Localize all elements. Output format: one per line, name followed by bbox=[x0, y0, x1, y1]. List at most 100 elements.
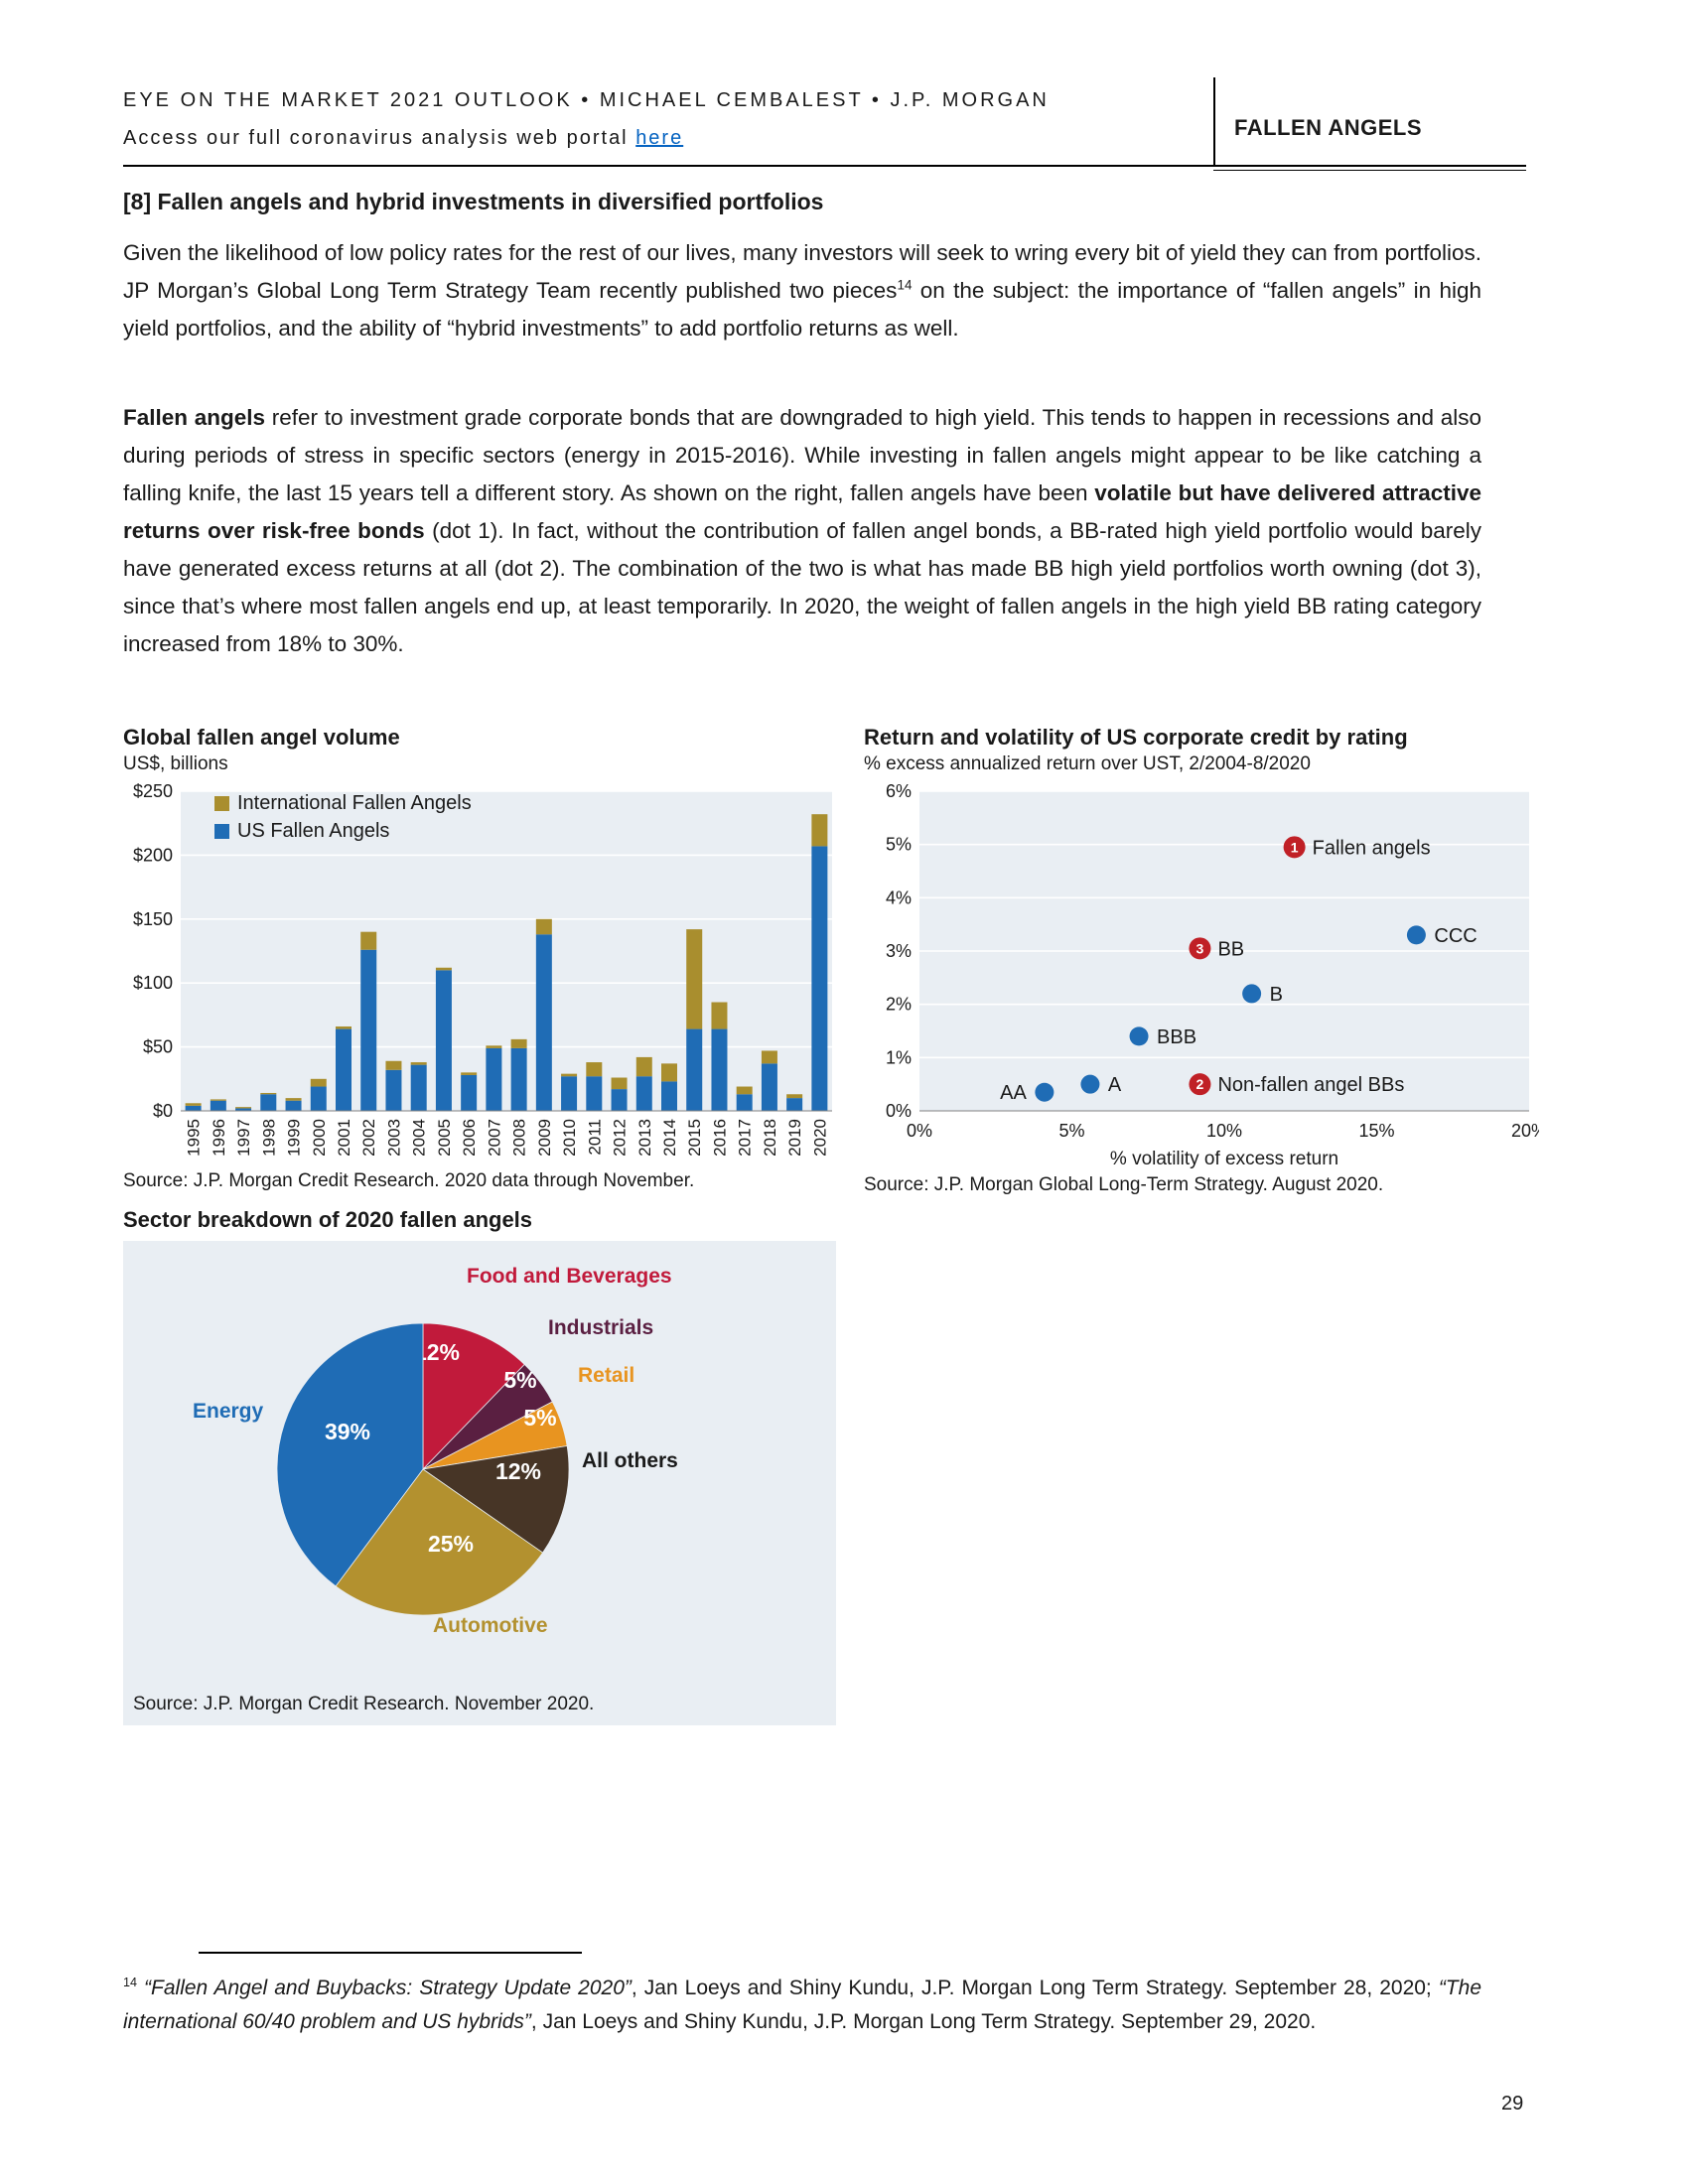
svg-text:10%: 10% bbox=[1206, 1121, 1242, 1141]
scatter-chart-plot: 0% 1% 2% 3% 4% 5% 6% 0% 5% 10% 15% 20% % volatility … bbox=[864, 779, 1539, 1172]
svg-text:2006: 2006 bbox=[460, 1119, 479, 1157]
svg-text:Non-fallen angel BBs: Non-fallen angel BBs bbox=[1217, 1074, 1404, 1096]
svg-text:1999: 1999 bbox=[285, 1119, 304, 1157]
pie-label-industrials: Industrials bbox=[548, 1316, 654, 1339]
bar-chart-plot: $0 $50 $100 $150 $200 $250 1995 1996 1997 1998 199… bbox=[123, 779, 836, 1168]
footnote-number: 14 bbox=[123, 1976, 138, 1989]
svg-text:$150: $150 bbox=[133, 909, 173, 929]
paragraph-intro-text-2: on the subject: the importance of “falle… bbox=[123, 278, 1481, 341]
bar-chart: Global fallen angel volume US$, billions… bbox=[123, 725, 836, 1192]
svg-text:$0: $0 bbox=[153, 1101, 173, 1121]
header-vertical-divider bbox=[1213, 77, 1215, 165]
svg-text:2002: 2002 bbox=[359, 1119, 378, 1157]
legend-swatch-international bbox=[214, 795, 229, 811]
footnote: 14 “Fallen Angel and Buybacks: Strategy … bbox=[123, 1972, 1481, 2039]
svg-text:2016: 2016 bbox=[710, 1119, 729, 1157]
footnote-text-1: , Jan Loeys and Shiny Kundu, J.P. Morgan… bbox=[631, 1977, 1439, 1999]
paragraph-intro: Given the likelihood of low policy rates… bbox=[123, 234, 1481, 347]
pie-label-food-and-beverages: Food and Beverages bbox=[467, 1265, 672, 1288]
svg-text:1996: 1996 bbox=[210, 1119, 228, 1157]
legend-row-international: International Fallen Angels bbox=[214, 789, 472, 817]
bar-chart-subtitle: US$, billions bbox=[123, 753, 228, 774]
svg-text:2017: 2017 bbox=[736, 1119, 755, 1157]
pie-label-energy: Energy bbox=[193, 1400, 264, 1423]
svg-text:1997: 1997 bbox=[234, 1119, 253, 1157]
svg-text:2009: 2009 bbox=[535, 1119, 554, 1157]
svg-text:2020: 2020 bbox=[810, 1119, 829, 1157]
bar-chart-svg: $0 $50 $100 $150 $200 $250 1995 1996 1997 1998 199… bbox=[133, 781, 832, 1157]
svg-text:39%: 39% bbox=[325, 1419, 370, 1444]
svg-text:BB: BB bbox=[1217, 938, 1244, 960]
svg-text:4%: 4% bbox=[886, 887, 912, 907]
paragraph-fallen-angels-text-2: (dot 1). In fact, without the contributi… bbox=[123, 518, 1482, 656]
svg-text:% volatility of excess return: % volatility of excess return bbox=[1110, 1149, 1338, 1169]
bar-chart-title: Global fallen angel volume bbox=[123, 725, 400, 750]
pie-chart-panel: 12% 5% 5% 12% 25% 39% Food and Beverages Indu… bbox=[123, 1241, 836, 1725]
volatile-returns-bold: volatile but have delivered attractive r… bbox=[123, 480, 1482, 543]
svg-text:BBB: BBB bbox=[1157, 1026, 1196, 1048]
svg-text:2008: 2008 bbox=[510, 1119, 529, 1157]
svg-text:2000: 2000 bbox=[310, 1119, 329, 1157]
svg-text:2003: 2003 bbox=[384, 1119, 403, 1157]
paragraph-fallen-angels-text-1: refer to investment grade corporate bond… bbox=[123, 405, 1481, 505]
pie-label-all-others: All others bbox=[582, 1449, 678, 1472]
svg-text:A: A bbox=[1108, 1074, 1122, 1096]
svg-text:2018: 2018 bbox=[761, 1119, 779, 1157]
svg-text:2010: 2010 bbox=[560, 1119, 579, 1157]
section-heading: [8] Fallen angels and hybrid investments… bbox=[123, 189, 824, 214]
svg-text:$50: $50 bbox=[143, 1037, 173, 1057]
svg-text:3%: 3% bbox=[886, 941, 912, 961]
pie-label-retail: Retail bbox=[578, 1364, 635, 1387]
legend-row-us: US Fallen Angels bbox=[214, 817, 472, 845]
pie-chart-source: Source: J.P. Morgan Credit Research. Nov… bbox=[133, 1694, 595, 1714]
scatter-chart: Return and volatility of US corporate cr… bbox=[864, 725, 1539, 1196]
scatter-chart-source: Source: J.P. Morgan Global Long-Term Str… bbox=[864, 1174, 1384, 1195]
svg-text:2001: 2001 bbox=[335, 1119, 353, 1157]
svg-text:1998: 1998 bbox=[259, 1119, 278, 1157]
legend-label-international: International Fallen Angels bbox=[237, 791, 472, 814]
paragraph-intro-text-1: Given the likelihood of low policy rates… bbox=[123, 240, 1481, 303]
svg-text:$250: $250 bbox=[133, 781, 173, 801]
svg-text:2007: 2007 bbox=[485, 1119, 503, 1157]
svg-text:2015: 2015 bbox=[685, 1119, 704, 1157]
svg-text:AA: AA bbox=[1000, 1082, 1027, 1104]
svg-text:1995: 1995 bbox=[185, 1119, 204, 1157]
bar-chart-source: Source: J.P. Morgan Credit Research. 202… bbox=[123, 1170, 695, 1191]
svg-text:6%: 6% bbox=[886, 781, 912, 801]
svg-text:2004: 2004 bbox=[410, 1119, 429, 1157]
pie-chart-svg: 12%5%5%12%25%39% bbox=[276, 1322, 570, 1616]
footnote-separator bbox=[199, 1952, 582, 1954]
svg-text:5%: 5% bbox=[886, 835, 912, 855]
bar-chart-legend: International Fallen Angels US Fallen An… bbox=[214, 789, 472, 845]
header-rule bbox=[123, 165, 1526, 167]
svg-text:0%: 0% bbox=[907, 1121, 932, 1141]
scatter-chart-title: Return and volatility of US corporate cr… bbox=[864, 725, 1408, 750]
svg-text:2012: 2012 bbox=[611, 1119, 630, 1157]
footnote-title-2: “The international 60/40 problem and US … bbox=[123, 1977, 1481, 2033]
svg-text:25%: 25% bbox=[428, 1531, 474, 1557]
scatter-chart-svg: 0% 1% 2% 3% 4% 5% 6% 0% 5% 10% 15% 20% % volatility … bbox=[886, 781, 1539, 1169]
svg-text:2005: 2005 bbox=[435, 1119, 454, 1157]
header-rule-secondary bbox=[1213, 170, 1526, 171]
svg-text:CCC: CCC bbox=[1434, 925, 1477, 947]
svg-text:2011: 2011 bbox=[585, 1119, 604, 1156]
footnote-title-1: “Fallen Angel and Buybacks: Strategy Upd… bbox=[144, 1977, 632, 1999]
coronavirus-portal-link[interactable]: here bbox=[635, 127, 684, 149]
legend-label-us: US Fallen Angels bbox=[237, 819, 390, 842]
legend-swatch-us bbox=[214, 823, 229, 839]
svg-text:15%: 15% bbox=[1358, 1121, 1394, 1141]
pie-chart: Sector breakdown of 2020 fallen angels 1… bbox=[123, 1207, 836, 1725]
svg-text:1: 1 bbox=[1291, 839, 1299, 855]
svg-text:5%: 5% bbox=[503, 1367, 536, 1393]
pie-chart-title: Sector breakdown of 2020 fallen angels bbox=[123, 1207, 533, 1232]
footnote-text-2: , Jan Loeys and Shiny Kundu, J.P. Morgan… bbox=[530, 2010, 1317, 2033]
svg-text:1%: 1% bbox=[886, 1047, 912, 1067]
scatter-chart-subtitle: % excess annualized return over UST, 2/2… bbox=[864, 753, 1311, 774]
svg-text:5%: 5% bbox=[1058, 1121, 1084, 1141]
header-section-title: FALLEN ANGELS bbox=[1234, 115, 1423, 140]
svg-text:3: 3 bbox=[1196, 940, 1204, 956]
svg-text:$100: $100 bbox=[133, 973, 173, 993]
svg-text:12%: 12% bbox=[495, 1458, 541, 1484]
svg-text:2: 2 bbox=[1196, 1076, 1204, 1092]
